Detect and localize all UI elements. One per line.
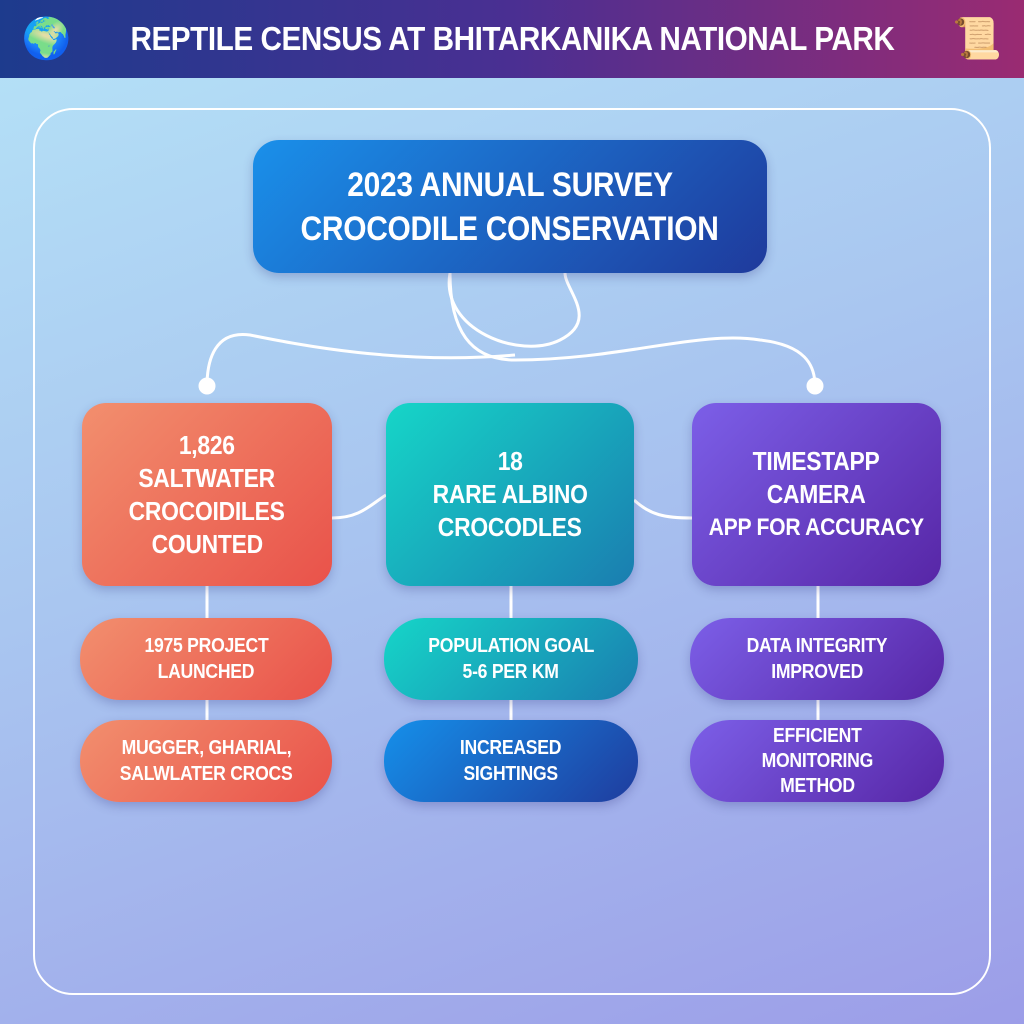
node-camera-app: TIMESTAPP CAMERA APP FOR ACCURACY: [692, 403, 941, 586]
node-line: 5-6 PER KM: [462, 661, 560, 683]
node-line: SIGHTINGS: [463, 763, 559, 785]
node-line: CROCODLES: [438, 512, 582, 542]
node-line: APP FOR ACCURACY: [708, 514, 925, 541]
root-line: 2023 ANNUAL SURVEY: [347, 165, 673, 204]
connector-root-left: [205, 272, 581, 387]
node-line: SALWLATER CROCS: [119, 763, 293, 785]
node-sightings: INCREASED SIGHTINGS: [384, 720, 638, 802]
node-project-1975: 1975 PROJECT LAUNCHED: [80, 618, 332, 700]
node-monitoring: EFFICIENT MONITORING METHOD: [690, 720, 944, 802]
root-node: 2023 ANNUAL SURVEY CROCODILE CONSERVATIO…: [253, 140, 767, 273]
connector-root-right: [448, 272, 817, 387]
node-line: 1975 PROJECT: [143, 635, 268, 657]
node-line: TIMESTAPP: [753, 446, 880, 476]
diagram-frame: [33, 108, 991, 995]
node-line: COUNTED: [151, 528, 263, 559]
node-line: EFFICIENT: [772, 724, 862, 747]
node-line: IMPROVED: [771, 661, 863, 683]
header: 🌍 REPTILE CENSUS AT BHITARKANIKA NATIONA…: [0, 0, 1024, 78]
node-line: LAUNCHED: [157, 661, 255, 683]
node-data-integrity: DATA INTEGRITY IMPROVED: [690, 618, 944, 700]
node-line: CAMERA: [767, 479, 866, 509]
scroll-icon: 📜: [952, 17, 1003, 61]
node-line: CROCOIDILES: [128, 495, 285, 526]
node-line: 1,826: [179, 429, 235, 460]
node-line: POPULATION GOAL: [428, 635, 594, 657]
node-species: MUGGER, GHARIAL, SALWLATER CROCS: [80, 720, 332, 802]
node-population-goal: POPULATION GOAL 5-6 PER KM: [384, 618, 638, 700]
node-line: MONITORING: [761, 749, 873, 772]
node-line: SALTWATER: [138, 462, 276, 493]
globe-icon: 🌍: [21, 17, 72, 61]
node-line: MUGGER, GHARIAL,: [121, 737, 291, 759]
root-line: CROCODILE CONSERVATION: [300, 209, 720, 248]
node-line: INCREASED: [460, 737, 562, 759]
node-line: METHOD: [779, 774, 855, 797]
node-line: DATA INTEGRITY: [746, 635, 888, 657]
page-title: REPTILE CENSUS AT BHITARKANIKA NATIONAL …: [130, 20, 894, 57]
node-albino: 18 RARE ALBINO CROCODLES: [386, 403, 634, 586]
node-saltwater-count: 1,826 SALTWATER CROCOIDILES COUNTED: [82, 403, 332, 586]
node-line: RARE ALBINO: [432, 479, 588, 509]
node-line: 18: [497, 446, 523, 476]
